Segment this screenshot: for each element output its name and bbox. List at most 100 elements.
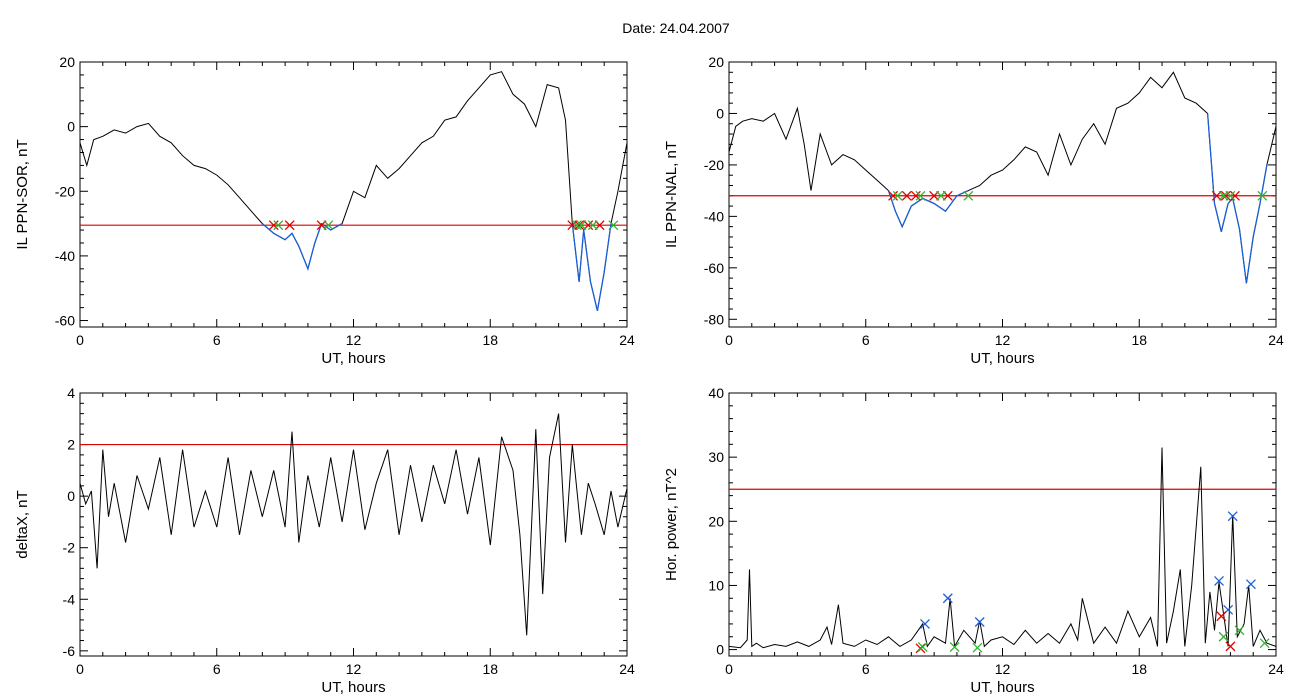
- plot-frame: [728, 392, 1277, 657]
- green-cross-marker: [915, 190, 926, 201]
- green-cross-marker: [571, 220, 582, 231]
- green-cross-marker: [1259, 638, 1270, 649]
- blue-cross-marker: [920, 618, 930, 629]
- plot-area: [729, 71, 1276, 284]
- green-cross-marker: [608, 220, 619, 231]
- plot-area: [80, 71, 627, 311]
- x-tick-label: 12: [346, 332, 362, 348]
- y-tick-label: -4: [63, 591, 76, 607]
- blue-cross-marker: [1227, 511, 1238, 522]
- green-cross-marker: [273, 220, 284, 231]
- y-tick-label: -60: [55, 313, 75, 329]
- x-tick-label: 18: [482, 332, 498, 348]
- plot-area: [80, 413, 627, 636]
- y-axis-label: deltaX, nT: [14, 490, 31, 558]
- y-axis-label: IL PPN-SOR, nT: [14, 139, 31, 249]
- below-threshold-line: [571, 223, 612, 311]
- red-cross-marker: [574, 220, 585, 231]
- green-cross-marker: [576, 220, 587, 231]
- blue-cross-marker: [942, 593, 953, 604]
- y-tick-label: -2: [63, 540, 76, 556]
- panel-il-ppn-sor: 0 6 12 18 24 20 0 -20 -40 -60 UT, hours IL PPN-SOR,…: [14, 54, 635, 367]
- x-tick-label: 6: [213, 661, 221, 677]
- red-cross-marker: [284, 220, 295, 231]
- plot-area: [729, 447, 1276, 654]
- red-cross-marker: [915, 643, 926, 654]
- series-line: [729, 71, 1276, 284]
- y-tick-label: 4: [67, 385, 75, 401]
- green-cross-marker: [892, 190, 903, 201]
- red-cross-marker: [1216, 611, 1227, 622]
- green-cross-marker: [936, 190, 946, 201]
- x-tick-label: 18: [1131, 661, 1147, 677]
- y-tick-label: -20: [55, 183, 75, 199]
- y-tick-label: -20: [704, 157, 724, 173]
- y-tick-label: -6: [63, 643, 76, 659]
- x-tick-label: 12: [995, 661, 1011, 677]
- series-line: [729, 447, 1276, 649]
- y-tick-label: -80: [704, 311, 724, 327]
- plot-frame: [79, 392, 628, 657]
- x-tick-label: 18: [482, 661, 498, 677]
- y-tick-label: 0: [716, 642, 724, 658]
- below-threshold-line: [261, 223, 323, 271]
- x-tick-label: 24: [619, 661, 635, 677]
- y-tick-label: 10: [708, 577, 724, 593]
- panel-il-ppn-nal: 0 6 12 18 24 20 0 -20 -40 -60 -80 UT, hours IL PPN-N…: [663, 54, 1284, 367]
- x-tick-label: 18: [1131, 332, 1147, 348]
- green-cross-marker: [1218, 631, 1229, 642]
- y-tick-label: 0: [67, 488, 75, 504]
- green-cross-marker: [972, 642, 983, 653]
- x-tick-label: 6: [213, 332, 221, 348]
- green-cross-marker: [949, 642, 960, 652]
- x-axis-label: UT, hours: [321, 350, 385, 367]
- x-tick-label: 0: [76, 661, 84, 677]
- red-cross-marker: [910, 190, 921, 201]
- y-tick-label: -60: [704, 260, 724, 276]
- y-tick-label: -40: [704, 208, 724, 224]
- red-cross-marker: [901, 190, 912, 201]
- series-line: [80, 413, 627, 636]
- panel-deltax: 0 6 12 18 24 4 2 0 -2 -4 -6 UT, hours deltaX, nT: [14, 385, 635, 696]
- green-cross-marker: [1257, 190, 1268, 201]
- green-cross-marker: [323, 220, 334, 231]
- y-tick-label: 30: [708, 449, 724, 465]
- series-line: [80, 71, 627, 311]
- green-cross-marker: [917, 642, 928, 652]
- plot-frame: [79, 61, 628, 328]
- y-tick-label: 20: [59, 54, 75, 70]
- x-tick-label: 24: [1268, 661, 1284, 677]
- x-tick-label: 6: [862, 661, 870, 677]
- y-tick-label: -40: [55, 248, 75, 264]
- x-tick-label: 12: [346, 661, 362, 677]
- x-tick-label: 6: [862, 332, 870, 348]
- below-threshold-line: [321, 223, 343, 231]
- x-tick-label: 24: [619, 332, 635, 348]
- red-cross-marker: [1230, 190, 1240, 201]
- panel-horizontal-power: 0 6 12 18 24 40 30 20 10 0 UT, hours Hor. power, nT…: [663, 385, 1284, 696]
- y-axis-label: IL PPN-NAL, nT: [663, 141, 680, 248]
- green-cross-marker: [963, 190, 974, 201]
- x-tick-label: 0: [76, 332, 84, 348]
- y-tick-label: 2: [67, 437, 75, 453]
- x-axis-label: UT, hours: [970, 679, 1034, 696]
- green-cross-marker: [587, 220, 598, 231]
- blue-cross-marker: [974, 617, 985, 627]
- below-threshold-line: [1206, 113, 1268, 284]
- x-tick-label: 24: [1268, 332, 1284, 348]
- red-cross-marker: [268, 220, 279, 231]
- y-tick-label: 0: [67, 119, 75, 135]
- y-tick-label: 20: [708, 513, 724, 529]
- blue-cross-marker: [1245, 579, 1256, 590]
- y-tick-label: 40: [708, 385, 724, 401]
- blue-cross-marker: [1214, 575, 1224, 586]
- figure-title: Date: 24.04.2007: [622, 20, 730, 36]
- y-tick-label: 0: [716, 105, 724, 121]
- y-axis-label: Hor. power, nT^2: [663, 468, 680, 581]
- red-cross-marker: [1220, 190, 1231, 201]
- x-tick-label: 0: [725, 661, 733, 677]
- red-cross-marker: [888, 190, 899, 201]
- green-cross-marker: [1234, 625, 1245, 636]
- x-axis-label: UT, hours: [970, 350, 1034, 367]
- red-cross-marker: [1225, 641, 1236, 652]
